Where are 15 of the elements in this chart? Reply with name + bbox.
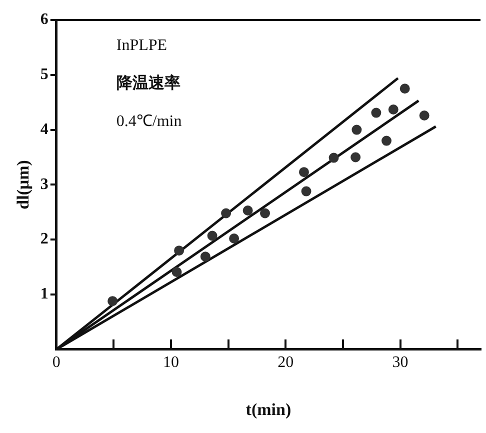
x-tick-label: 20 — [278, 354, 294, 372]
y-tick-label: 4 — [40, 120, 48, 138]
y-tick-label: 5 — [40, 66, 48, 84]
annotation: InPLPE — [116, 37, 168, 54]
x-tick-label: 30 — [392, 354, 408, 372]
y-axis-title: dl(μm) — [14, 160, 33, 210]
annotation: 0.4℃/min — [116, 113, 182, 130]
x-axis-title: t(min) — [246, 400, 292, 420]
x-tick-label: 0 — [52, 354, 60, 372]
x-tick-label: 10 — [163, 354, 180, 372]
y-tick-label: 2 — [40, 230, 48, 248]
annotation: 降温速率 — [116, 73, 180, 92]
y-tick-label: 3 — [40, 176, 48, 193]
y-tick-label: 1 — [40, 286, 48, 303]
y-tick-label: 6 — [40, 11, 48, 28]
